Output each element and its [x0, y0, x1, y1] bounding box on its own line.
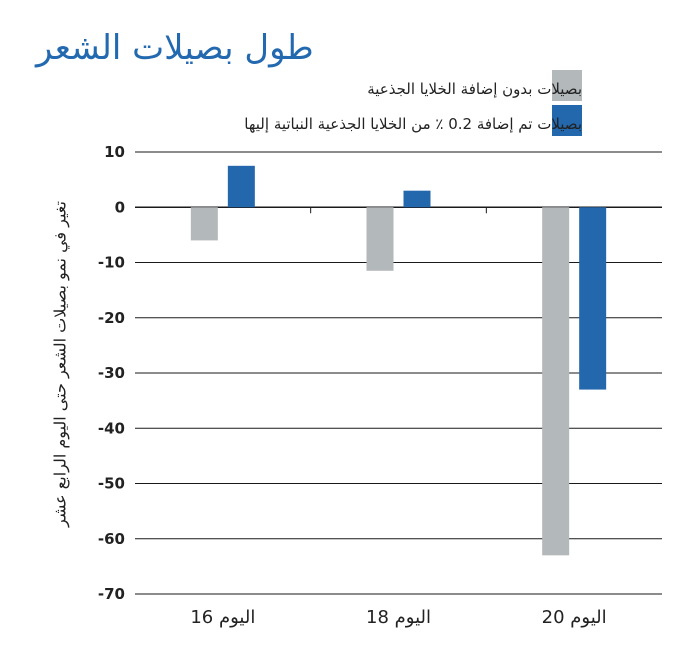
bar-without-stem-cells	[366, 207, 394, 271]
x-category-label: اليوم 18	[366, 607, 431, 628]
y-tick-label: 10	[104, 143, 125, 161]
bar-without-stem-cells	[542, 207, 570, 556]
y-tick-label: -30	[98, 364, 125, 382]
y-tick-label: 0	[115, 198, 125, 216]
y-tick-label: -50	[98, 475, 125, 493]
bar-with-stem-cells	[579, 207, 607, 390]
legend-label-with-stem-cells: بصيلات تم إضافة 0.2 ٪ من الخلايا الجذعية…	[244, 115, 582, 133]
bar-with-stem-cells	[403, 190, 431, 208]
x-category-label: اليوم 16	[190, 607, 255, 628]
x-category-label: اليوم 20	[542, 607, 607, 628]
legend-swatch-without-stem-cells	[552, 70, 582, 101]
y-tick-label: -40	[98, 419, 125, 437]
legend-swatch-with-stem-cells	[552, 105, 582, 136]
y-tick-label: -70	[98, 585, 125, 603]
y-tick-label: -20	[98, 309, 125, 327]
y-tick-label: -10	[98, 254, 125, 272]
legend-label-without-stem-cells: بصيلات بدون إضافة الخلايا الجذعية	[367, 80, 582, 98]
chart-title: طول بصيلات الشعر	[36, 28, 314, 68]
bar-without-stem-cells	[190, 207, 218, 241]
y-tick-label: -60	[98, 530, 125, 548]
bar-with-stem-cells	[227, 165, 255, 208]
